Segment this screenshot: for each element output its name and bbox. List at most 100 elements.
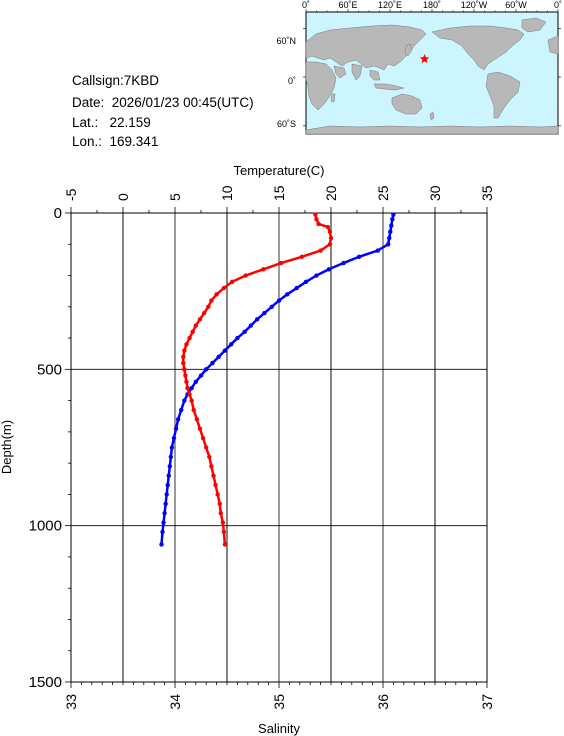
map-lat-tick-1: 0˚ [288,76,296,86]
salinity-point [184,379,189,385]
temperature-tick-label: 30 [427,185,443,201]
temperature-point [341,260,346,266]
temperature-point [375,248,380,253]
temperature-point [161,520,166,525]
salinity-tick-label: 33 [63,694,79,710]
salinity-line [182,214,333,545]
salinity-point [230,279,235,284]
land-north-america [431,25,525,71]
salinity-point [318,248,323,253]
temperature-point [198,373,204,378]
temperature-point [314,273,319,278]
temperature-ticks: -5 0 5 10 15 20 25 30 35 [63,185,495,213]
salinity-point [209,298,214,303]
salinity-point [217,501,222,506]
temperature-point [179,407,184,413]
map-lon-tick-6: 0˚ [554,0,562,10]
temperature-tick-label: 0 [115,193,131,201]
salinity-point [183,373,188,378]
salinity-point [200,435,206,441]
salinity-point [206,304,211,309]
temperature-point [222,348,228,353]
salinity-point [191,407,196,413]
temperature-tick-label: 25 [375,185,391,201]
temperature-point [262,310,267,316]
salinity-axis-label: Salinity [258,721,300,736]
map-lon-tick-5: 60˚W [505,0,527,10]
salinity-point [211,473,216,478]
chart-grid [71,213,487,682]
land-new-zealand [429,111,435,121]
temperature-point [171,435,177,441]
temperature-series [159,212,396,547]
temperature-point [387,235,392,241]
map-lon-tick-4: 120˚W [461,0,488,10]
temperature-point [235,335,240,341]
temperature-point [163,501,168,506]
temperature-point [165,482,170,488]
land-india [351,63,363,81]
salinity-point [197,426,203,431]
depth-tick-label: 1000 [29,518,62,535]
salinity-point [278,260,284,266]
callsign-text: Callsign:7KBD [72,73,160,88]
temperature-point [175,417,181,422]
profile-chart: -5 0 5 10 15 20 25 30 35 33 34 35 36 37 050010001500… [0,163,495,736]
temperature-point [389,223,394,228]
temperature-point [386,242,391,247]
salinity-point [204,445,209,450]
salinity-point [187,335,192,341]
land-madagascar [330,93,336,103]
land-europe-west [547,35,559,55]
temperature-tick-label: 15 [271,185,287,201]
salinity-tick-label: 35 [271,694,287,710]
temperature-point [204,367,209,372]
salinity-tick-label: 36 [375,694,391,710]
salinity-point [222,542,228,547]
depth-tick-label: 0 [54,205,62,222]
salinity-point [185,385,190,391]
longitude-text: Lon.: 169.341 [72,134,159,149]
temperature-point [248,323,254,328]
salinity-point [325,224,331,230]
salinity-point [197,317,203,322]
map-lon-tick-3: 180˚ [423,0,441,10]
temperature-point [160,529,165,535]
salinity-ticks: 33 34 35 36 37 [63,682,495,710]
temperature-point [193,379,198,385]
salinity-point [328,235,334,241]
temperature-point [168,454,174,460]
temperature-tick-label: 20 [323,185,339,201]
temperature-point [182,398,187,403]
temperature-point [228,342,234,347]
salinity-point [313,212,318,217]
temperature-point [216,354,221,360]
salinity-point [221,285,227,291]
salinity-point [221,529,227,535]
map-lat-tick-0: 60˚N [276,36,296,46]
salinity-point [184,342,189,347]
salinity-point [190,329,195,335]
temperature-point [390,217,395,222]
temperature-point [254,317,260,322]
salinity-point [194,417,200,422]
salinity-tick-label: 37 [479,694,495,710]
ship-position-marker [419,54,430,64]
temperature-point [388,229,393,234]
depth-axis-label: Depth(m) [0,420,14,474]
temperature-point [169,445,175,450]
land-antarctica [305,125,559,135]
temperature-point [242,329,247,335]
salinity-point [327,229,333,234]
world-map: 0˚ 60˚E 120˚E 180˚ 120˚W 60˚W 0˚ 60˚N 0˚… [276,0,562,135]
salinity-point [209,464,214,469]
land-africa [305,61,337,111]
temperature-point [294,285,299,291]
temperature-point [326,267,332,272]
salinity-point [187,392,192,397]
temperature-point [276,298,282,303]
salinity-point [193,323,198,328]
land-japan [404,43,413,57]
temperature-point [173,426,179,431]
